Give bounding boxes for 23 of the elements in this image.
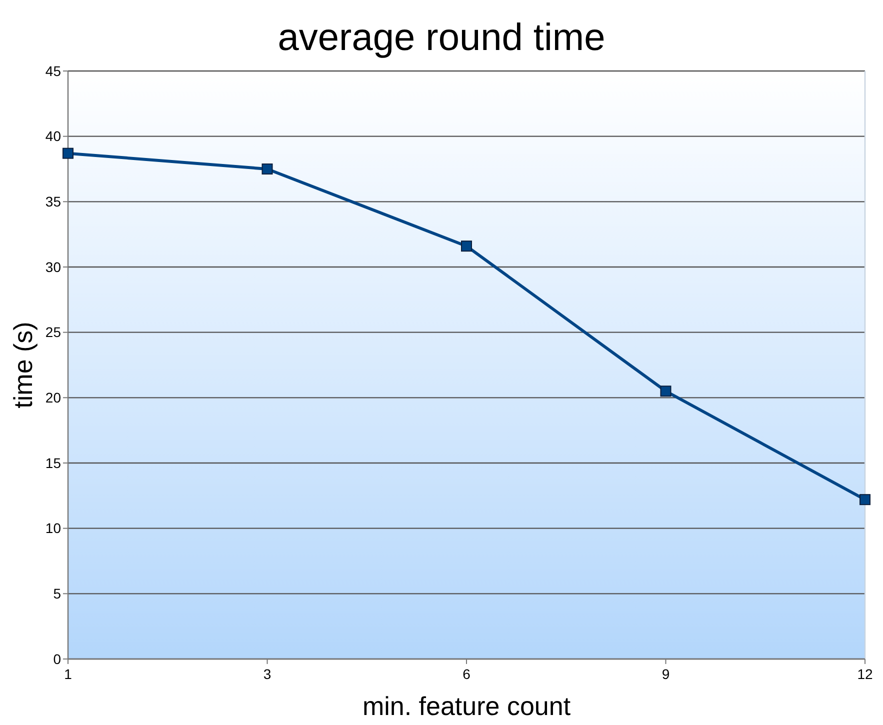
y-tick-label: 20: [45, 390, 62, 406]
x-axis-title: min. feature count: [362, 691, 572, 721]
point: [860, 494, 870, 506]
y-tick-label: 0: [53, 650, 62, 667]
x-tick-label: 12: [857, 666, 873, 682]
x-tick-label: 1: [64, 666, 72, 682]
point: [262, 164, 273, 174]
chart-title: average round time: [278, 17, 606, 59]
y-tick-label: 10: [45, 520, 62, 536]
y-tick-label: 25: [45, 324, 62, 340]
x-tick-label: 9: [662, 666, 670, 682]
y-tick-label: 5: [53, 586, 62, 602]
x-tick-label: 3: [263, 666, 272, 682]
point: [660, 386, 672, 397]
y-tick-label: 30: [45, 258, 62, 275]
x-tick-label: 6: [462, 666, 471, 682]
y-tick-label: 45: [45, 62, 62, 79]
point: [62, 148, 74, 159]
y-axis-title: time (s): [8, 322, 38, 408]
point: [461, 240, 472, 252]
y-tick-label: 15: [45, 454, 62, 471]
y-tick-label: 40: [45, 128, 62, 144]
y-tick-label: 35: [45, 194, 62, 210]
